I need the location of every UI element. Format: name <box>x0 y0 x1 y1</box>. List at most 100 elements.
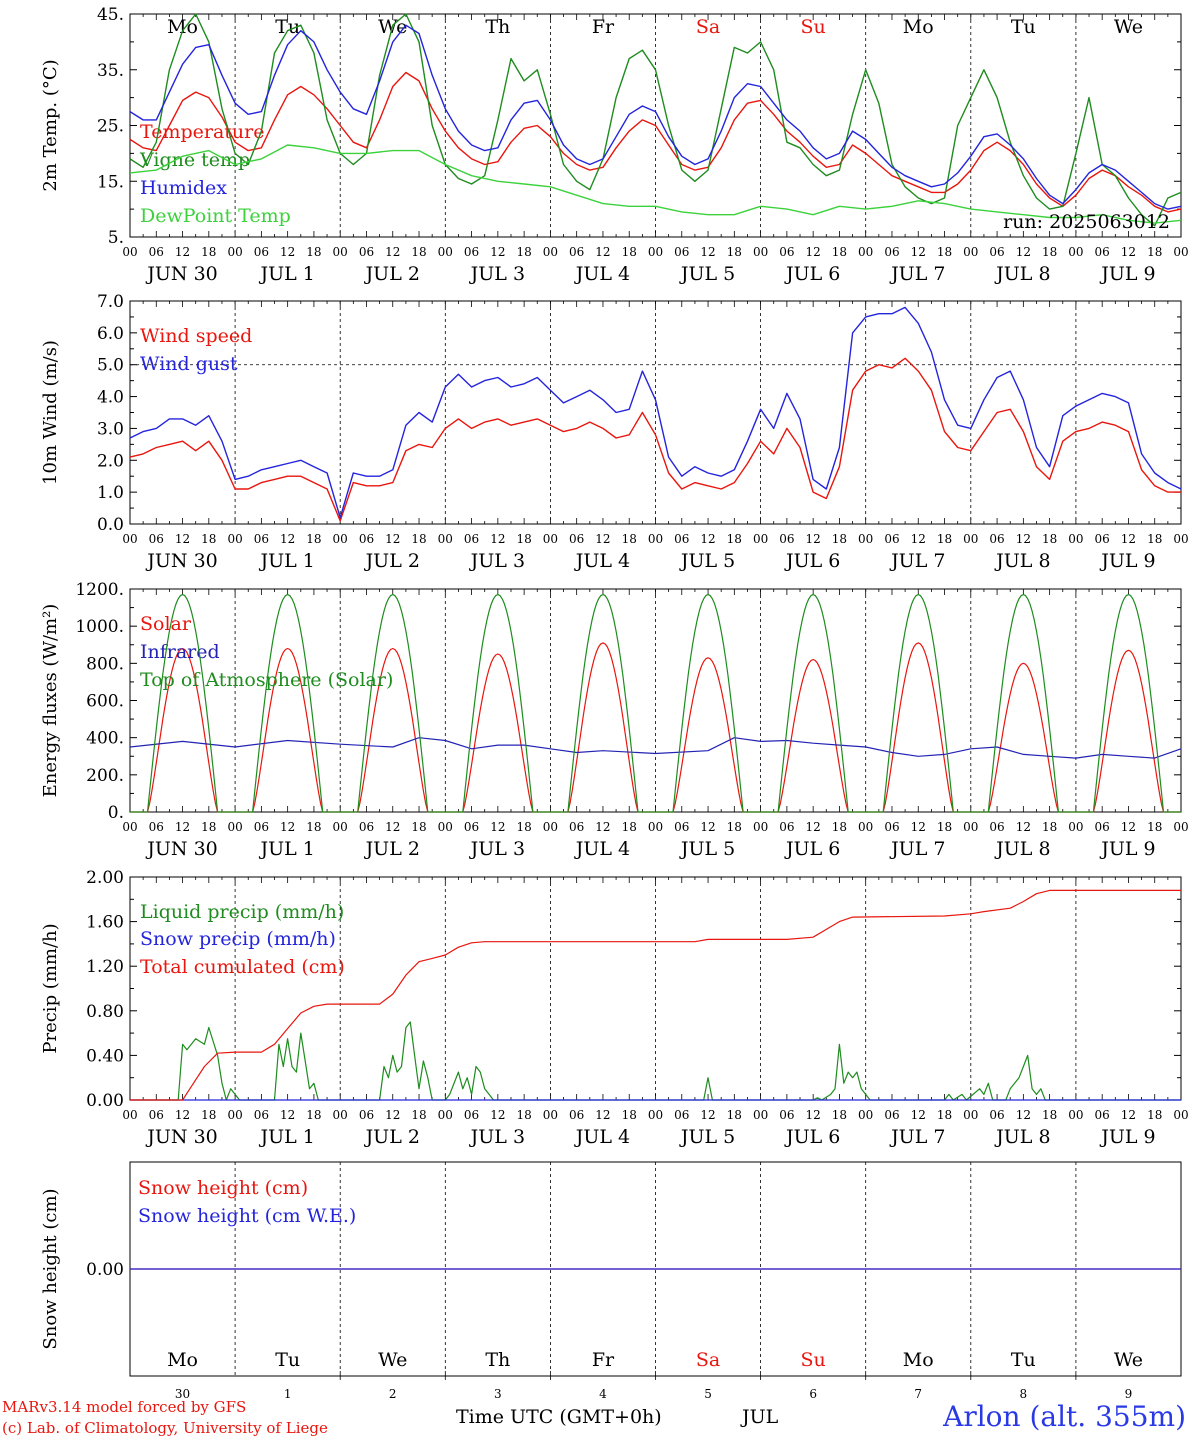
day-number-label: 2 <box>389 1387 397 1401</box>
y-tick-label: 1.60 <box>86 913 124 933</box>
y-tick-label: 2.0 <box>97 451 124 471</box>
legend-entry: Wind speed <box>140 325 252 347</box>
hour-tick-label: 00 <box>438 1108 453 1122</box>
precip-panel: 0.00 0.40 0.80 1.20 1.60 2.00 Precip (mm/h) 00 0… <box>40 868 1189 1148</box>
lab-credit: (c) Lab. of Climatology, University of L… <box>2 1419 328 1437</box>
hour-tick-label: 18 <box>516 820 531 834</box>
day-number-label: 4 <box>599 1387 607 1401</box>
date-label: JUL 6 <box>784 1126 840 1148</box>
hour-tick-label: 00 <box>963 245 978 259</box>
date-label: JUL 7 <box>889 263 945 285</box>
date-label: JUL 8 <box>994 1126 1050 1148</box>
date-label: JUL 4 <box>574 838 630 860</box>
hour-tick-label: 18 <box>937 245 952 259</box>
hour-tick-label: 00 <box>1173 820 1188 834</box>
hour-tick-label: 18 <box>306 1108 321 1122</box>
energy-flux-panel: 0. 200. 400. 600. 800. 1000. 1200. Energy fluxe… <box>40 580 1189 860</box>
date-label: JUL 4 <box>574 550 630 572</box>
weekday-label: Tu <box>275 16 300 38</box>
hour-tick-label: 18 <box>727 245 742 259</box>
hour-tick-label: 00 <box>122 820 137 834</box>
hour-tick-label: 12 <box>700 1108 715 1122</box>
series-line-infrared <box>129 737 1182 759</box>
hour-tick-label: 18 <box>201 820 216 834</box>
hour-tick-label: 06 <box>1095 1108 1110 1122</box>
hour-tick-label: 00 <box>122 245 137 259</box>
hour-tick-label: 06 <box>569 1108 584 1122</box>
hour-tick-label: 12 <box>1121 245 1136 259</box>
weekday-label: Su <box>801 16 826 38</box>
hour-tick-label: 06 <box>569 820 584 834</box>
hour-tick-label: 00 <box>753 820 768 834</box>
y-tick-label: 1.20 <box>86 957 124 977</box>
series-line-liquid-precip-mm-h <box>130 1021 1181 1101</box>
hour-tick-label: 12 <box>911 532 926 546</box>
hour-tick-label: 12 <box>700 532 715 546</box>
hour-tick-label: 06 <box>884 245 899 259</box>
date-label: JUL 7 <box>889 1126 945 1148</box>
hour-tick-label: 00 <box>648 532 663 546</box>
hour-tick-label: 00 <box>858 820 873 834</box>
weekday-label: Sa <box>696 1349 720 1371</box>
y-tick-label: 0.0 <box>97 515 124 535</box>
weekday-label: Tu <box>1011 16 1036 38</box>
model-credit: MARv3.14 model forced by GFS <box>2 1398 247 1416</box>
hour-tick-label: 18 <box>411 245 426 259</box>
hour-tick-label: 18 <box>411 1108 426 1122</box>
y-tick-label: 45. <box>97 5 124 25</box>
hour-tick-label: 12 <box>490 820 505 834</box>
legend-entry: Temperature <box>140 121 264 143</box>
hour-tick-label: 06 <box>674 532 689 546</box>
weekday-label: Th <box>485 1349 510 1371</box>
hour-tick-label: 18 <box>1147 820 1162 834</box>
hour-tick-label: 06 <box>989 1108 1004 1122</box>
y-tick-label: 0.00 <box>86 1260 124 1280</box>
date-label: JUL 9 <box>1099 838 1155 860</box>
hour-tick-label: 18 <box>832 1108 847 1122</box>
y-tick-label: 1.0 <box>97 483 124 503</box>
hour-tick-label: 18 <box>1042 820 1057 834</box>
date-label: JUL 6 <box>784 838 840 860</box>
y-axis-label: 10m Wind (m/s) <box>40 340 61 485</box>
hour-tick-label: 00 <box>753 532 768 546</box>
legend-entry: Humidex <box>140 177 227 199</box>
hour-tick-label: 18 <box>727 820 742 834</box>
hour-tick-label: 06 <box>254 1108 269 1122</box>
date-label: JUL 4 <box>574 1126 630 1148</box>
legend-entry: Vigne temp <box>139 149 250 171</box>
y-tick-label: 600. <box>86 692 124 712</box>
date-label: JUN 30 <box>145 550 217 572</box>
series-line-humidex <box>129 24 1182 210</box>
hour-tick-label: 06 <box>359 532 374 546</box>
date-label: JUL 8 <box>994 263 1050 285</box>
hour-tick-label: 12 <box>700 245 715 259</box>
hour-tick-label: 12 <box>595 532 610 546</box>
hour-tick-label: 06 <box>779 245 794 259</box>
hour-tick-label: 18 <box>306 245 321 259</box>
hour-tick-label: 00 <box>543 532 558 546</box>
hour-tick-label: 00 <box>648 245 663 259</box>
legend-entry: Top of Atmosphere (Solar) <box>140 669 393 691</box>
hour-tick-label: 00 <box>1068 245 1083 259</box>
hour-tick-label: 06 <box>674 820 689 834</box>
hour-tick-label: 12 <box>280 1108 295 1122</box>
hour-tick-label: 06 <box>149 245 164 259</box>
hour-tick-label: 18 <box>937 1108 952 1122</box>
hour-tick-label: 18 <box>1042 1108 1057 1122</box>
hour-tick-label: 06 <box>989 820 1004 834</box>
date-label: JUL 5 <box>679 550 735 572</box>
hour-tick-label: 06 <box>464 820 479 834</box>
legend-entry: Snow height (cm) <box>138 1177 308 1199</box>
hour-tick-label: 06 <box>674 1108 689 1122</box>
hour-tick-label: 00 <box>648 820 663 834</box>
y-axis-label: 2m Temp. (°C) <box>40 59 61 191</box>
date-label: JUL 8 <box>994 550 1050 572</box>
hour-tick-label: 12 <box>175 1108 190 1122</box>
hour-tick-label: 18 <box>832 245 847 259</box>
hour-tick-label: 00 <box>227 820 242 834</box>
date-label: JUL 2 <box>364 263 420 285</box>
legend-entry: DewPoint Temp <box>140 205 291 227</box>
hour-tick-label: 12 <box>1121 820 1136 834</box>
hour-tick-label: 06 <box>254 245 269 259</box>
weekday-label: Fr <box>592 16 615 38</box>
